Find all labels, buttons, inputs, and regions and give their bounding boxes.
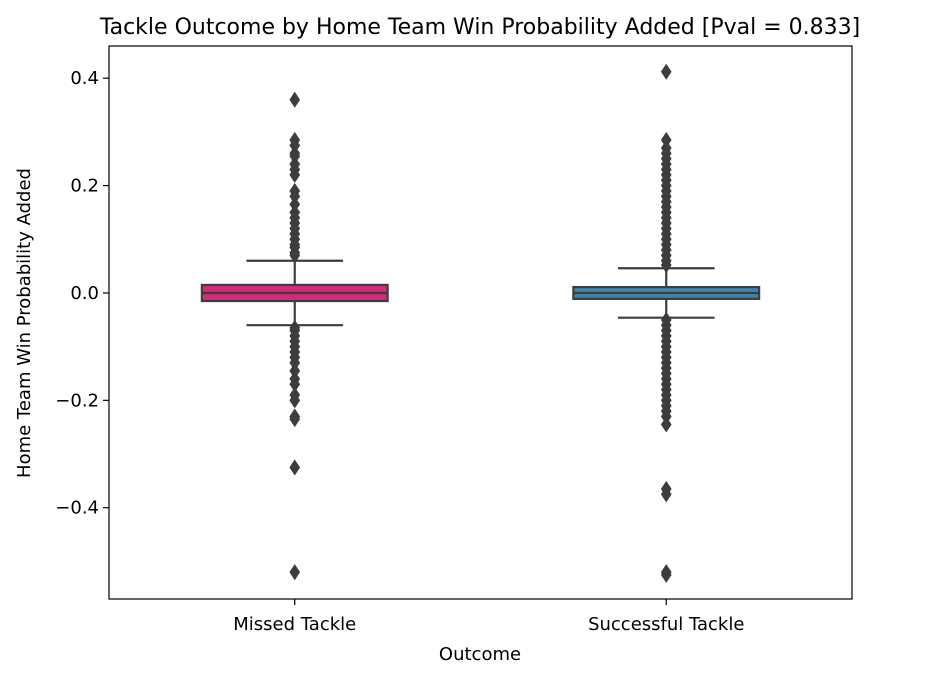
y-axis-label: Home Team Win Probability Added: [14, 168, 35, 478]
y-tick-label: 0.2: [70, 176, 99, 197]
outlier-point: [289, 91, 301, 108]
outlier-point: [660, 63, 672, 80]
chart-title: Tackle Outcome by Home Team Win Probabil…: [99, 15, 860, 40]
outlier-point: [289, 166, 301, 183]
box-group: [572, 63, 761, 583]
outlier-point: [660, 566, 672, 583]
y-tick-label: 0.4: [70, 68, 99, 89]
outlier-point: [660, 486, 672, 503]
outlier-point: [660, 416, 672, 433]
x-tick-label: Successful Tackle: [588, 614, 744, 635]
outlier-point: [660, 257, 672, 274]
outlier-point: [289, 459, 301, 476]
y-tick-label: 0.0: [70, 283, 99, 304]
y-axis: −0.4 −0.2 0.0 0.2 0.4: [55, 68, 109, 519]
plot-area-frame: [108, 45, 853, 600]
box-group: [200, 91, 389, 581]
boxes-layer: [200, 63, 761, 583]
x-tick-label: Missed Tackle: [233, 614, 356, 635]
y-tick-label: −0.2: [55, 390, 99, 411]
outlier-point: [289, 411, 301, 428]
outlier-point: [289, 564, 301, 581]
outlier-point: [289, 247, 301, 264]
outlier-point: [289, 392, 301, 409]
x-axis: Missed Tackle Successful Tackle: [233, 599, 744, 635]
y-tick-label: −0.4: [55, 498, 99, 519]
x-axis-label: Outcome: [439, 644, 521, 665]
